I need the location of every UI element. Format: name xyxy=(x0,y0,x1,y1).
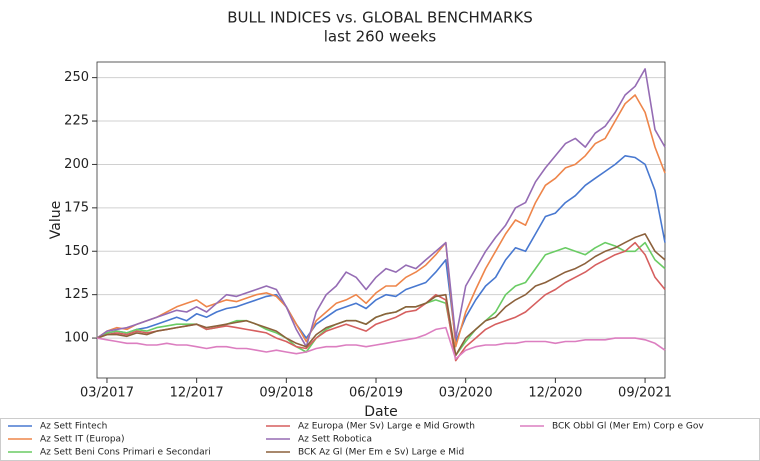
y-tick-label: 250 xyxy=(64,70,89,85)
y-tick-label: 125 xyxy=(64,287,89,302)
y-tick-label: 225 xyxy=(64,114,89,129)
legend-box xyxy=(0,418,760,461)
x-tick-label: 03/2017 xyxy=(80,386,134,401)
series-line xyxy=(96,155,666,343)
x-tick-label: 06/2019 xyxy=(349,386,403,401)
x-tick-label: 12/2017 xyxy=(170,386,224,401)
x-tick-label: 03/2020 xyxy=(439,386,493,401)
legend-label: Az Sett Beni Cons Primari e Secondari xyxy=(40,448,211,458)
x-axis-label: Date xyxy=(364,404,397,420)
y-tick-label: 175 xyxy=(64,200,89,215)
series-line xyxy=(96,68,666,348)
chart-title: BULL INDICES vs. GLOBAL BENCHMARKS xyxy=(227,9,533,27)
x-tick-label: 09/2018 xyxy=(259,386,313,401)
x-tick-label: 09/2021 xyxy=(618,386,672,401)
legend-label: Az Europa (Mer Sv) Large e Mid Growth xyxy=(298,422,475,432)
legend-label: BCK Az Gl (Mer Em e Sv) Large e Mid xyxy=(298,448,464,458)
plot-frame xyxy=(96,61,666,379)
y-tick-label: 150 xyxy=(64,244,89,259)
legend-label: Az Sett Robotica xyxy=(298,435,372,445)
chart-subtitle: last 260 weeks xyxy=(324,28,437,46)
series-line xyxy=(96,326,666,360)
y-axis-label: Value xyxy=(48,201,64,239)
y-tick-label: 100 xyxy=(64,331,89,346)
legend-label: BCK Obbl Gl (Mer Em) Corp e Gov xyxy=(552,422,704,432)
series-line xyxy=(96,241,666,362)
y-tick-label: 200 xyxy=(64,157,89,172)
legend-label: Az Sett Fintech xyxy=(40,422,107,432)
legend-label: Az Sett IT (Europa) xyxy=(40,435,125,445)
x-tick-label: 12/2020 xyxy=(528,386,582,401)
series-line xyxy=(96,233,666,357)
series-line xyxy=(96,94,666,348)
